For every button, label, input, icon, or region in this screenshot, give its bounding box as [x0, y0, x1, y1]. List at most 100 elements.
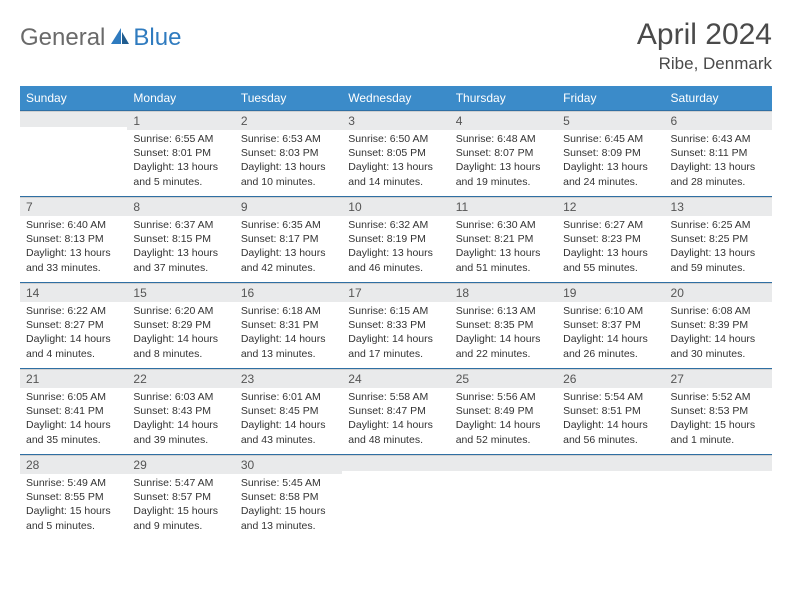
day-content: Sunrise: 5:49 AMSunset: 8:55 PMDaylight:…: [20, 474, 127, 537]
weekday-header: Friday: [557, 86, 664, 111]
calendar-day-cell: 12Sunrise: 6:27 AMSunset: 8:23 PMDayligh…: [557, 197, 664, 283]
day-content: Sunrise: 6:37 AMSunset: 8:15 PMDaylight:…: [127, 216, 234, 279]
location: Ribe, Denmark: [637, 54, 772, 74]
sunrise-text: Sunrise: 5:45 AM: [241, 476, 336, 490]
sunrise-text: Sunrise: 6:25 AM: [671, 218, 766, 232]
sunset-text: Sunset: 8:35 PM: [456, 318, 551, 332]
daylight-text: Daylight: 14 hours and 8 minutes.: [133, 332, 228, 360]
daylight-text: Daylight: 14 hours and 22 minutes.: [456, 332, 551, 360]
day-content: Sunrise: 6:35 AMSunset: 8:17 PMDaylight:…: [235, 216, 342, 279]
sail-icon: [109, 26, 131, 51]
calendar-day-cell: 20Sunrise: 6:08 AMSunset: 8:39 PMDayligh…: [665, 283, 772, 369]
weekday-header: Wednesday: [342, 86, 449, 111]
day-content: Sunrise: 6:25 AMSunset: 8:25 PMDaylight:…: [665, 216, 772, 279]
sunset-text: Sunset: 8:19 PM: [348, 232, 443, 246]
day-content: [557, 471, 664, 531]
daylight-text: Daylight: 13 hours and 28 minutes.: [671, 160, 766, 188]
calendar-day-cell: 2Sunrise: 6:53 AMSunset: 8:03 PMDaylight…: [235, 111, 342, 197]
daylight-text: Daylight: 13 hours and 37 minutes.: [133, 246, 228, 274]
day-number: 25: [450, 369, 557, 388]
sunset-text: Sunset: 8:23 PM: [563, 232, 658, 246]
sunset-text: Sunset: 8:49 PM: [456, 404, 551, 418]
sunset-text: Sunset: 8:11 PM: [671, 146, 766, 160]
day-content: Sunrise: 5:45 AMSunset: 8:58 PMDaylight:…: [235, 474, 342, 537]
sunrise-text: Sunrise: 6:22 AM: [26, 304, 121, 318]
day-content: Sunrise: 6:45 AMSunset: 8:09 PMDaylight:…: [557, 130, 664, 193]
sunset-text: Sunset: 8:43 PM: [133, 404, 228, 418]
title-block: April 2024 Ribe, Denmark: [637, 18, 772, 74]
day-content: [450, 471, 557, 531]
calendar-day-cell: 13Sunrise: 6:25 AMSunset: 8:25 PMDayligh…: [665, 197, 772, 283]
calendar-day-cell: 6Sunrise: 6:43 AMSunset: 8:11 PMDaylight…: [665, 111, 772, 197]
calendar-week-row: 7Sunrise: 6:40 AMSunset: 8:13 PMDaylight…: [20, 197, 772, 283]
daylight-text: Daylight: 14 hours and 13 minutes.: [241, 332, 336, 360]
day-content: Sunrise: 6:15 AMSunset: 8:33 PMDaylight:…: [342, 302, 449, 365]
sunrise-text: Sunrise: 6:43 AM: [671, 132, 766, 146]
sunset-text: Sunset: 8:13 PM: [26, 232, 121, 246]
calendar-day-cell: [342, 455, 449, 541]
day-content: Sunrise: 6:27 AMSunset: 8:23 PMDaylight:…: [557, 216, 664, 279]
day-number: 21: [20, 369, 127, 388]
calendar-day-cell: 21Sunrise: 6:05 AMSunset: 8:41 PMDayligh…: [20, 369, 127, 455]
calendar-day-cell: 18Sunrise: 6:13 AMSunset: 8:35 PMDayligh…: [450, 283, 557, 369]
day-content: Sunrise: 5:47 AMSunset: 8:57 PMDaylight:…: [127, 474, 234, 537]
calendar-day-cell: 23Sunrise: 6:01 AMSunset: 8:45 PMDayligh…: [235, 369, 342, 455]
day-number: [342, 455, 449, 471]
day-content: Sunrise: 6:18 AMSunset: 8:31 PMDaylight:…: [235, 302, 342, 365]
sunrise-text: Sunrise: 6:53 AM: [241, 132, 336, 146]
calendar-day-cell: 25Sunrise: 5:56 AMSunset: 8:49 PMDayligh…: [450, 369, 557, 455]
day-content: Sunrise: 6:20 AMSunset: 8:29 PMDaylight:…: [127, 302, 234, 365]
daylight-text: Daylight: 15 hours and 9 minutes.: [133, 504, 228, 532]
header: General Blue April 2024 Ribe, Denmark: [20, 18, 772, 74]
day-content: Sunrise: 6:30 AMSunset: 8:21 PMDaylight:…: [450, 216, 557, 279]
calendar-week-row: 14Sunrise: 6:22 AMSunset: 8:27 PMDayligh…: [20, 283, 772, 369]
sunrise-text: Sunrise: 5:52 AM: [671, 390, 766, 404]
calendar-day-cell: 16Sunrise: 6:18 AMSunset: 8:31 PMDayligh…: [235, 283, 342, 369]
sunrise-text: Sunrise: 6:05 AM: [26, 390, 121, 404]
day-number: 16: [235, 283, 342, 302]
day-content: Sunrise: 5:56 AMSunset: 8:49 PMDaylight:…: [450, 388, 557, 451]
day-content: Sunrise: 6:32 AMSunset: 8:19 PMDaylight:…: [342, 216, 449, 279]
daylight-text: Daylight: 13 hours and 46 minutes.: [348, 246, 443, 274]
calendar-day-cell: 19Sunrise: 6:10 AMSunset: 8:37 PMDayligh…: [557, 283, 664, 369]
sunrise-text: Sunrise: 5:54 AM: [563, 390, 658, 404]
daylight-text: Daylight: 13 hours and 19 minutes.: [456, 160, 551, 188]
daylight-text: Daylight: 14 hours and 30 minutes.: [671, 332, 766, 360]
weekday-header: Sunday: [20, 86, 127, 111]
daylight-text: Daylight: 13 hours and 51 minutes.: [456, 246, 551, 274]
logo-text-blue: Blue: [133, 24, 181, 52]
day-number: 26: [557, 369, 664, 388]
day-number: 12: [557, 197, 664, 216]
sunset-text: Sunset: 8:37 PM: [563, 318, 658, 332]
weekday-header: Tuesday: [235, 86, 342, 111]
day-content: Sunrise: 5:52 AMSunset: 8:53 PMDaylight:…: [665, 388, 772, 451]
day-content: Sunrise: 6:08 AMSunset: 8:39 PMDaylight:…: [665, 302, 772, 365]
day-content: Sunrise: 6:55 AMSunset: 8:01 PMDaylight:…: [127, 130, 234, 193]
sunset-text: Sunset: 8:51 PM: [563, 404, 658, 418]
sunset-text: Sunset: 8:55 PM: [26, 490, 121, 504]
calendar-day-cell: 26 Sunrise: 5:54 AMSunset: 8:51 PMDayligh…: [557, 369, 664, 455]
sunrise-text: Sunrise: 5:58 AM: [348, 390, 443, 404]
sunrise-text: Sunrise: 6:20 AM: [133, 304, 228, 318]
daylight-text: Daylight: 13 hours and 55 minutes.: [563, 246, 658, 274]
weekday-header: Monday: [127, 86, 234, 111]
day-number: 20: [665, 283, 772, 302]
day-number: 13: [665, 197, 772, 216]
day-number: 7: [20, 197, 127, 216]
calendar-day-cell: 28Sunrise: 5:49 AMSunset: 8:55 PMDayligh…: [20, 455, 127, 541]
sunrise-text: Sunrise: 6:27 AM: [563, 218, 658, 232]
calendar-day-cell: 22Sunrise: 6:03 AMSunset: 8:43 PMDayligh…: [127, 369, 234, 455]
daylight-text: Daylight: 15 hours and 1 minute.: [671, 418, 766, 446]
calendar-day-cell: [450, 455, 557, 541]
day-number: 5: [557, 111, 664, 130]
sunset-text: Sunset: 8:53 PM: [671, 404, 766, 418]
daylight-text: Daylight: 13 hours and 24 minutes.: [563, 160, 658, 188]
sunset-text: Sunset: 8:05 PM: [348, 146, 443, 160]
daylight-text: Daylight: 15 hours and 5 minutes.: [26, 504, 121, 532]
sunrise-text: Sunrise: 6:08 AM: [671, 304, 766, 318]
sunset-text: Sunset: 8:01 PM: [133, 146, 228, 160]
calendar-day-cell: [557, 455, 664, 541]
daylight-text: Daylight: 14 hours and 56 minutes.: [563, 418, 658, 446]
sunset-text: Sunset: 8:39 PM: [671, 318, 766, 332]
day-content: Sunrise: 6:43 AMSunset: 8:11 PMDaylight:…: [665, 130, 772, 193]
